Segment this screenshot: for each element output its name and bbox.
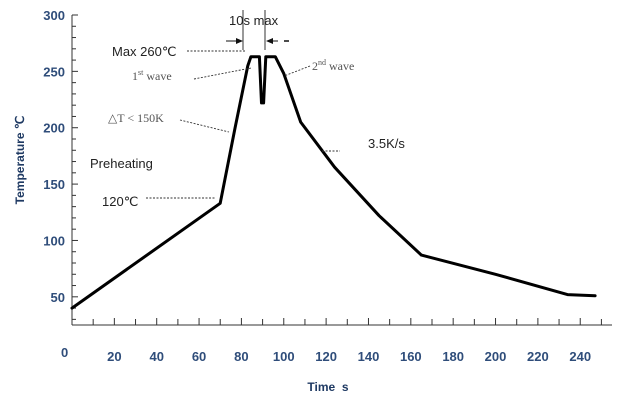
- tick-labels: 50 100 150 200 250 300 20 40 60 80 100 120 140 160 180…: [43, 8, 591, 364]
- series-layer: [70, 55, 597, 310]
- x-tick-label: 80: [234, 349, 248, 364]
- x-tick-label: 60: [192, 349, 206, 364]
- x-axis-title: Time s: [307, 380, 348, 394]
- y-tick-label: 200: [43, 121, 65, 136]
- y-tick-label: 300: [43, 8, 65, 23]
- x-tick-label: 160: [400, 349, 422, 364]
- x-tick-label: 200: [485, 349, 507, 364]
- y-tick-label: 150: [43, 177, 65, 192]
- annotations: 10s max Max 260℃ 1st wave 2nd wave △T < 15…: [90, 10, 405, 209]
- x-tick-label: 100: [273, 349, 295, 364]
- y-tick-label: 100: [43, 233, 65, 248]
- axes: [71, 15, 612, 326]
- x-tick-label: 180: [442, 349, 464, 364]
- preheating-label: Preheating: [90, 156, 153, 171]
- duration-label: 10s max: [229, 13, 279, 28]
- peak-label: Max 260℃: [112, 44, 176, 59]
- y-tick-label: 50: [51, 290, 65, 305]
- x-tick-label: 40: [149, 349, 163, 364]
- cooling-rate-label: 3.5K/s: [368, 136, 405, 151]
- second-wave-label: 2nd wave: [312, 58, 354, 73]
- delta-t-label: △T < 150K: [108, 111, 164, 125]
- x-tick-label: 240: [569, 349, 591, 364]
- duration-arrow-left-head: [236, 38, 243, 44]
- first-wave-leader: [193, 67, 252, 80]
- y-ticks: [72, 14, 78, 320]
- origin-label: 0: [61, 345, 68, 360]
- second-wave-leader: [283, 65, 311, 77]
- x-ticks: [92, 318, 602, 325]
- y-axis-title: Temperature ℃: [13, 116, 27, 205]
- x-tick-label: 140: [358, 349, 380, 364]
- preheat-temp-label: 120℃: [102, 194, 138, 209]
- duration-arrow-right-head: [266, 38, 273, 44]
- x-tick-label: 220: [527, 349, 549, 364]
- x-tick-label: 20: [107, 349, 121, 364]
- first-wave-label: 1st wave: [132, 68, 172, 83]
- x-tick-label: 120: [315, 349, 337, 364]
- y-tick-label: 250: [43, 64, 65, 79]
- delta-t-leader: [179, 119, 230, 133]
- series-line-0: [70, 55, 597, 310]
